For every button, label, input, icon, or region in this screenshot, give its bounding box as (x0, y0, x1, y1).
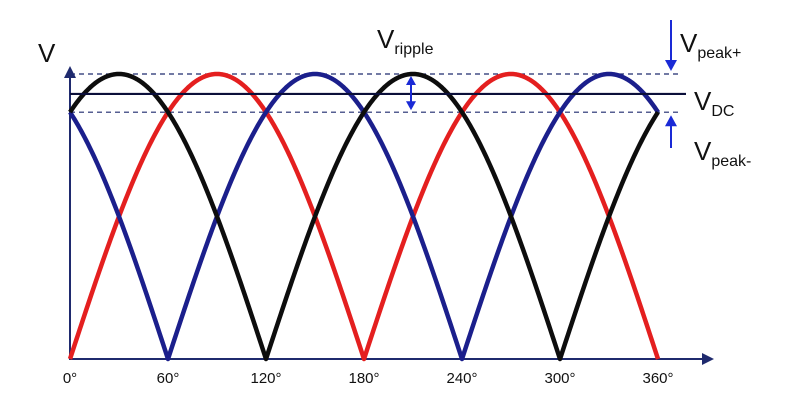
peak-minus-up-arrow-icon (665, 115, 677, 148)
y-axis-arrowhead (64, 66, 76, 78)
series-line-2 (68, 71, 660, 362)
y-axis-label: V (38, 38, 56, 68)
x-tick-label: 300° (544, 370, 575, 387)
x-tick-label: 240° (446, 370, 477, 387)
x-tick-label: 60° (157, 370, 180, 387)
x-tick-labels: 0° 60° 120° 180° 240° 300° 360° (63, 370, 674, 387)
x-tick-label: 120° (250, 370, 281, 387)
x-tick-label: 0° (63, 370, 77, 387)
series-line-1 (67, 71, 661, 362)
series-line-3 (68, 71, 660, 362)
x-axis-arrowhead (702, 353, 714, 365)
ripple-label: Vripple (377, 24, 434, 58)
peak-plus-label: Vpeak+ (680, 28, 741, 62)
x-tick-label: 360° (642, 370, 673, 387)
dc-label: VDC (694, 86, 734, 120)
x-tick-label: 180° (348, 370, 379, 387)
ripple-double-arrow-icon (406, 76, 416, 111)
peak-plus-down-arrow-icon (665, 20, 677, 71)
series-group (67, 71, 661, 362)
peak-minus-label: Vpeak- (694, 136, 751, 170)
